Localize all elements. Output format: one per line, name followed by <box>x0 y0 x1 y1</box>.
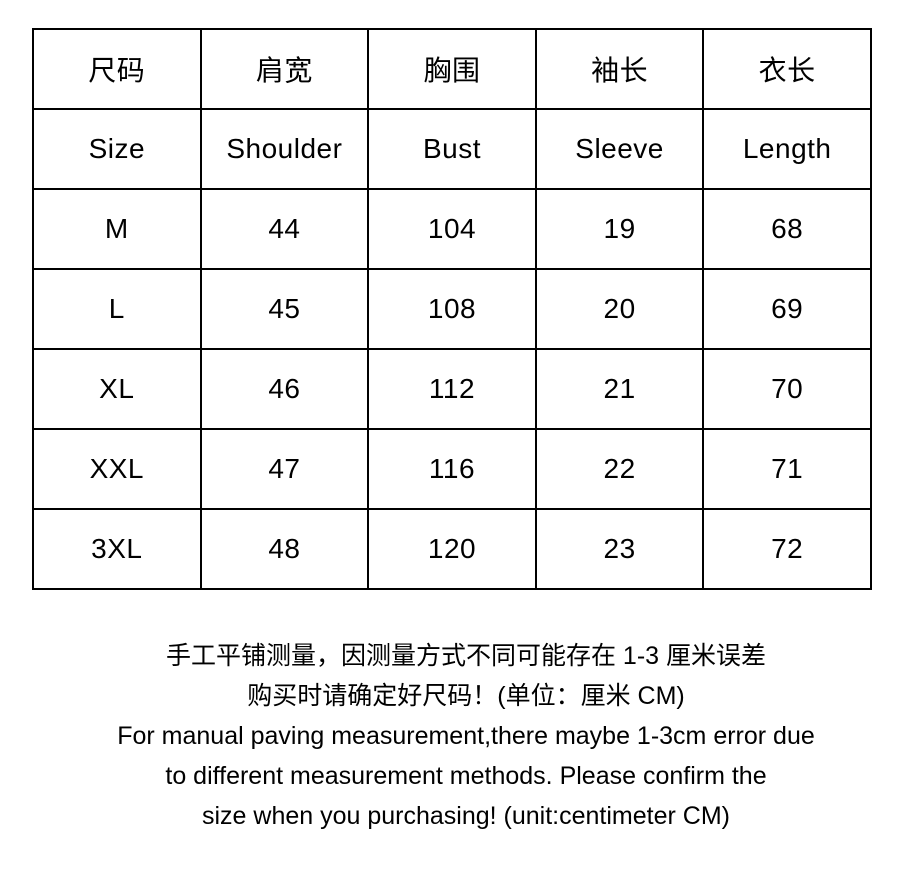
measurement-disclaimer: 手工平铺测量，因测量方式不同可能存在 1-3 厘米误差 购买时请确定好尺码！(单… <box>36 636 896 836</box>
header-cn-sleeve: 袖长 <box>534 28 705 110</box>
header-en-length: Length <box>702 108 872 190</box>
length-value: 72 <box>702 508 872 590</box>
disclaimer-line-en-2: to different measurement methods. Please… <box>165 762 767 790</box>
shoulder-value: 45 <box>199 268 370 350</box>
header-row-chinese: 尺码 肩宽 胸围 袖长 衣长 <box>32 28 872 110</box>
disclaimer-line-cn-2: 购买时请确定好尺码！(单位：厘米 CM) <box>247 682 685 710</box>
header-cn-length: 衣长 <box>702 28 872 110</box>
sleeve-value: 20 <box>534 268 705 350</box>
header-row-english: Size Shoulder Bust Sleeve Length <box>32 108 872 190</box>
sleeve-value: 23 <box>534 508 705 590</box>
sleeve-value: 21 <box>534 348 705 430</box>
shoulder-value: 48 <box>199 508 370 590</box>
disclaimer-line-en-1: For manual paving measurement,there mayb… <box>117 722 815 750</box>
table-row: L 45 108 20 69 <box>32 268 872 350</box>
size-label: L <box>32 268 202 350</box>
shoulder-value: 44 <box>199 188 370 270</box>
size-label: 3XL <box>32 508 202 590</box>
header-en-bust: Bust <box>367 108 537 190</box>
sleeve-value: 19 <box>534 188 705 270</box>
sleeve-value: 22 <box>534 428 705 510</box>
bust-value: 116 <box>367 428 537 510</box>
disclaimer-line-cn-1: 手工平铺测量，因测量方式不同可能存在 1-3 厘米误差 <box>165 642 767 670</box>
table-row: 3XL 48 120 23 72 <box>32 508 872 590</box>
shoulder-value: 46 <box>199 348 370 430</box>
header-cn-size: 尺码 <box>32 28 202 110</box>
length-value: 68 <box>702 188 872 270</box>
size-label: XL <box>32 348 202 430</box>
disclaimer-line-en-3: size when you purchasing! (unit:centimet… <box>201 802 730 830</box>
header-cn-bust: 胸围 <box>367 28 537 110</box>
length-value: 71 <box>702 428 872 510</box>
length-value: 70 <box>702 348 872 430</box>
bust-value: 108 <box>367 268 537 350</box>
size-chart-table: 尺码 肩宽 胸围 袖长 衣长 Size Shoulder Bust Sleeve… <box>32 28 872 590</box>
header-en-sleeve: Sleeve <box>534 108 705 190</box>
size-label: XXL <box>32 428 202 510</box>
table-row: XXL 47 116 22 71 <box>32 428 872 510</box>
bust-value: 120 <box>367 508 537 590</box>
header-en-shoulder: Shoulder <box>199 108 370 190</box>
table-row: XL 46 112 21 70 <box>32 348 872 430</box>
bust-value: 112 <box>367 348 537 430</box>
length-value: 69 <box>702 268 872 350</box>
shoulder-value: 47 <box>199 428 370 510</box>
header-cn-shoulder: 肩宽 <box>199 28 370 110</box>
bust-value: 104 <box>367 188 537 270</box>
table-row: M 44 104 19 68 <box>32 188 872 270</box>
header-en-size: Size <box>32 108 202 190</box>
size-label: M <box>32 188 202 270</box>
